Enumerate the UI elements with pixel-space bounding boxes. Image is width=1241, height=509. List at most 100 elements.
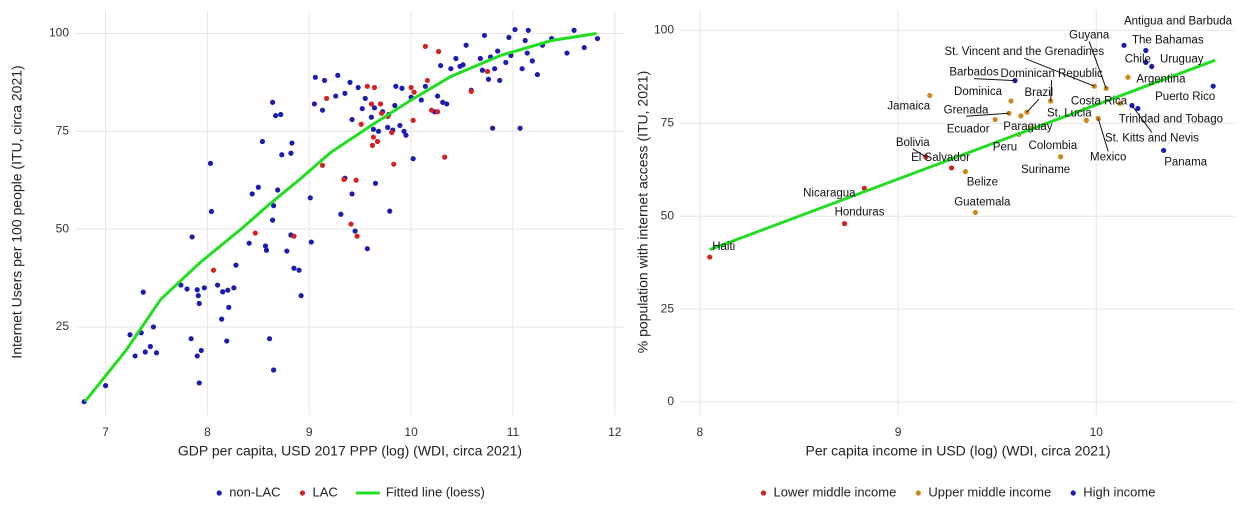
- point: [418, 97, 424, 103]
- legend-label: LAC: [313, 484, 338, 499]
- point: [1018, 113, 1024, 119]
- point: [393, 83, 399, 89]
- y-tick-label: 25: [56, 319, 70, 333]
- x-tick-label: 10: [1090, 425, 1104, 439]
- legend-label: Upper middle income: [928, 484, 1051, 499]
- point: [262, 243, 269, 249]
- point: [962, 169, 969, 175]
- point-label: Dominica: [954, 86, 1003, 98]
- point: [233, 262, 239, 268]
- point: [517, 125, 523, 131]
- point: [534, 71, 541, 78]
- leader-line: [912, 148, 927, 158]
- point: [434, 93, 441, 99]
- point: [184, 286, 190, 292]
- point: [269, 217, 276, 223]
- leader-line: [1131, 105, 1153, 133]
- point: [503, 59, 509, 66]
- y-tick-label: 100: [49, 26, 69, 40]
- point-label: Uruguay: [1160, 54, 1204, 66]
- x-tick-label: 8: [204, 425, 211, 439]
- point: [178, 282, 184, 288]
- point: [410, 117, 416, 123]
- point: [288, 150, 294, 156]
- point: [369, 142, 376, 148]
- point: [442, 154, 448, 160]
- point-label: Guyana: [1069, 29, 1110, 41]
- leader-line: [973, 78, 1016, 82]
- leader-line: [1097, 118, 1109, 152]
- y-tick-label: 25: [661, 301, 675, 315]
- point: [460, 62, 466, 68]
- point-label: Paraguay: [1003, 121, 1052, 133]
- x-axis-title: GDP per capita, USD 2017 PPP (log) (WDI,…: [178, 443, 522, 459]
- point: [594, 35, 601, 42]
- legend-swatch: [216, 490, 222, 496]
- point: [359, 106, 365, 112]
- point: [468, 88, 474, 94]
- point: [1149, 63, 1155, 70]
- point-label: Honduras: [835, 207, 885, 219]
- point: [279, 152, 285, 158]
- point: [707, 254, 713, 260]
- point: [284, 248, 290, 254]
- point: [341, 176, 347, 183]
- point: [291, 265, 297, 271]
- point: [444, 101, 450, 107]
- point: [564, 50, 570, 56]
- point: [1135, 105, 1141, 112]
- point: [448, 66, 454, 72]
- point: [495, 48, 501, 54]
- point: [266, 336, 273, 342]
- y-axis-title: % population with internet access (ITU, …: [635, 71, 651, 353]
- point: [512, 26, 518, 33]
- point: [348, 221, 354, 227]
- point: [972, 209, 978, 216]
- point: [1143, 59, 1149, 65]
- point: [132, 353, 138, 359]
- legend-swatch: [915, 490, 921, 496]
- y-tick-label: 75: [661, 115, 675, 129]
- point: [219, 316, 225, 322]
- point: [370, 126, 377, 132]
- point: [392, 102, 398, 109]
- point: [225, 287, 231, 293]
- point: [338, 211, 344, 217]
- legend-swatch: [760, 490, 767, 496]
- point: [410, 156, 416, 162]
- point: [355, 84, 361, 91]
- point: [571, 27, 577, 33]
- point-label: Panama: [1164, 156, 1207, 168]
- point: [841, 221, 848, 227]
- point: [208, 208, 215, 215]
- point: [497, 77, 503, 84]
- point: [150, 324, 157, 330]
- point: [424, 77, 431, 84]
- point: [127, 332, 133, 338]
- x-tick-label: 8: [696, 425, 703, 439]
- point: [401, 128, 407, 134]
- y-tick-label: 0: [667, 394, 674, 408]
- point: [463, 42, 469, 48]
- point: [349, 191, 355, 197]
- point: [428, 107, 435, 113]
- point: [249, 191, 255, 197]
- point: [581, 44, 587, 51]
- point-label: Trinidad and Tobago: [1119, 113, 1223, 125]
- point: [353, 177, 359, 183]
- point: [321, 77, 328, 84]
- point: [188, 336, 194, 342]
- point: [220, 289, 226, 295]
- point: [278, 111, 284, 118]
- point: [194, 353, 200, 359]
- point: [255, 184, 261, 190]
- legend-label: Fitted line (loess): [386, 484, 485, 499]
- point: [506, 34, 512, 40]
- point: [481, 32, 488, 39]
- point: [368, 101, 374, 107]
- point-label: Colombia: [1029, 140, 1078, 152]
- point-label: Ecuador: [947, 124, 990, 136]
- point: [142, 349, 148, 355]
- point-label: Mexico: [1090, 152, 1126, 164]
